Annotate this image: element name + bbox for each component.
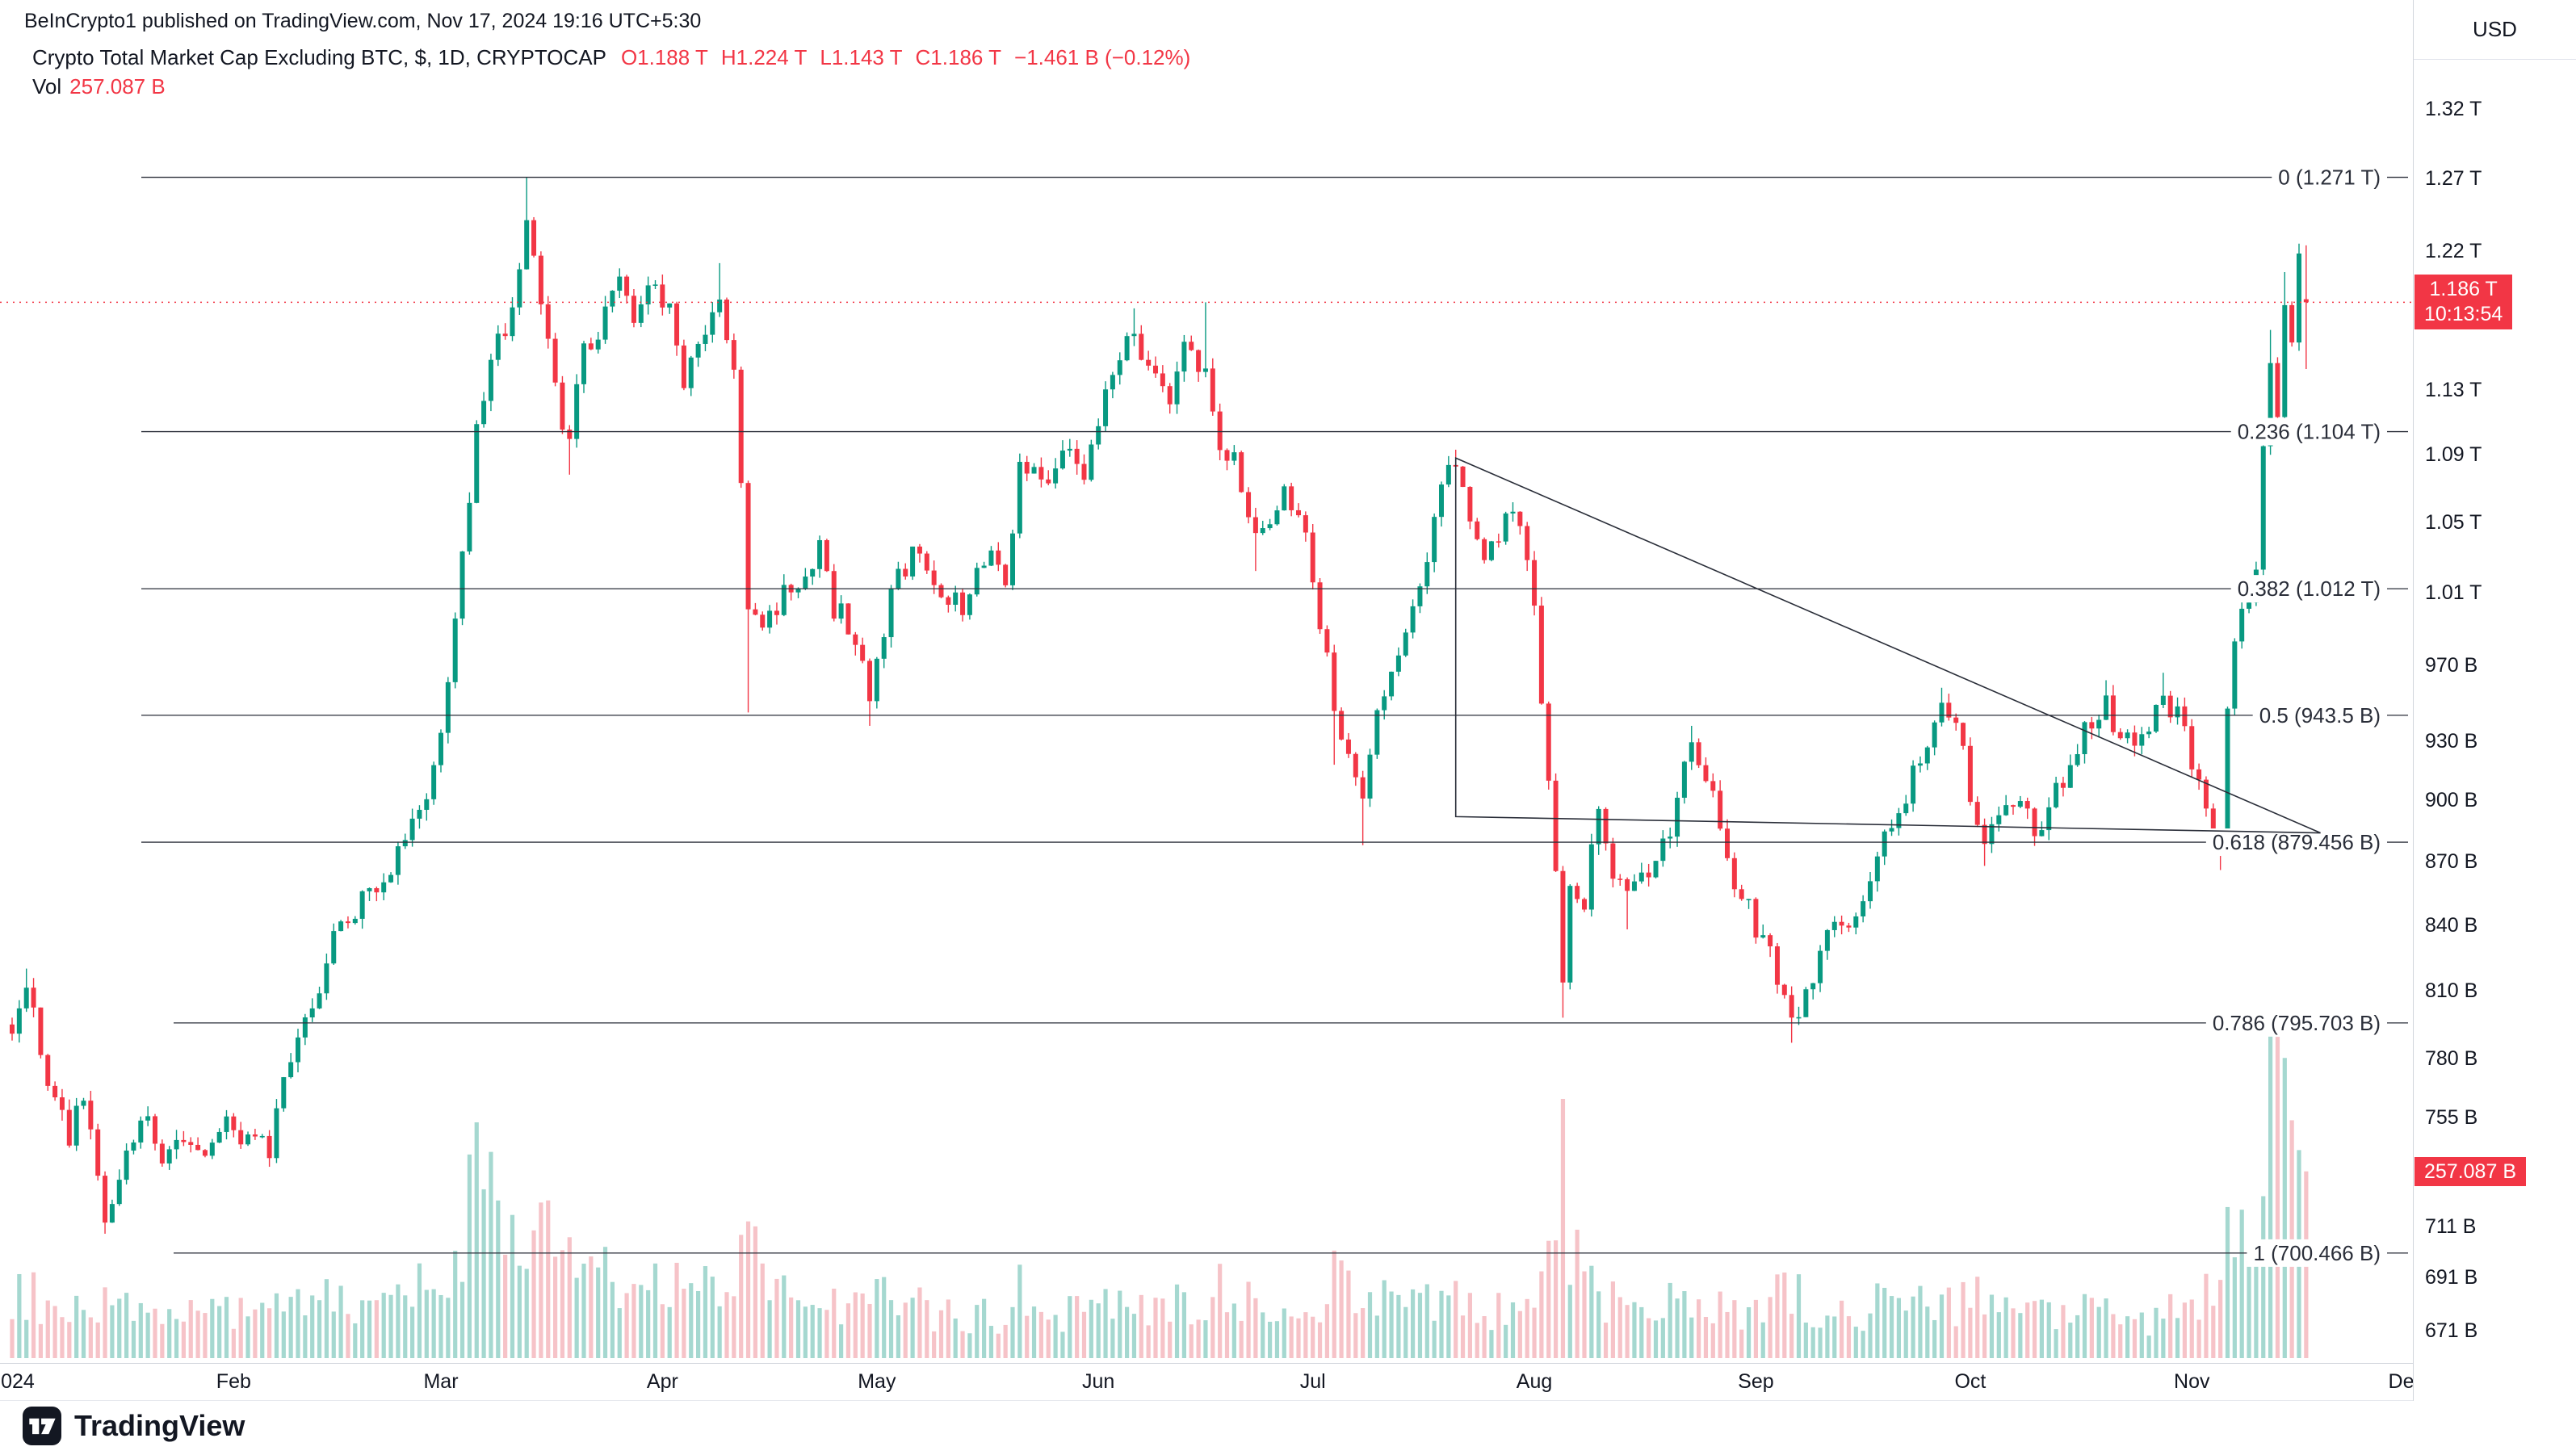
volume-series xyxy=(10,1032,2309,1358)
time-axis-label: May xyxy=(858,1370,896,1393)
attribution-text: BeInCrypto1 published on TradingView.com… xyxy=(24,10,702,32)
time-axis-label: Apr xyxy=(646,1370,678,1393)
fib-level-label: 0.786 (795.703 B) xyxy=(2213,1011,2381,1035)
ohlc-l: L1.143 T xyxy=(820,45,903,69)
footer-separator xyxy=(0,1400,2576,1401)
price-tick: 1.27 T xyxy=(2425,167,2482,191)
time-axis-label: Nov xyxy=(2174,1370,2210,1393)
price-tick: 1.32 T xyxy=(2425,98,2482,120)
time-axis-separator xyxy=(0,1363,2576,1364)
current-volume-badge: 257.087 B xyxy=(2414,1156,2526,1186)
price-tick: 810 B xyxy=(2425,979,2478,1003)
tradingview-branding[interactable]: TradingView xyxy=(23,1407,245,1445)
price-tick: 930 B xyxy=(2425,730,2478,753)
price-tick: 755 B xyxy=(2425,1106,2478,1130)
time-axis-label: Jul xyxy=(1299,1370,1326,1393)
tradingview-logo-icon xyxy=(23,1407,61,1445)
price-tick: 870 B xyxy=(2425,850,2478,874)
time-axis-label: 2024 xyxy=(0,1370,35,1393)
price-tick: 840 B xyxy=(2425,913,2478,937)
time-axis[interactable]: 2024FebMarAprMayJunJulAugSepOctNovDec xyxy=(0,1364,2424,1398)
candle-series xyxy=(10,177,2309,1234)
vol-label: Vol xyxy=(32,74,62,99)
fib-level-label: 0.618 (879.456 B) xyxy=(2213,830,2381,854)
price-tick: 711 B xyxy=(2425,1214,2477,1238)
tradingview-logo-text: TradingView xyxy=(74,1409,245,1442)
currency-toggle[interactable]: USD xyxy=(2414,0,2576,60)
price-tick: 1.01 T xyxy=(2425,581,2482,604)
price-tick: 671 B xyxy=(2425,1319,2478,1342)
current-price-value: 1.186 T xyxy=(2429,278,2498,301)
volume-legend: Vol 257.087 B xyxy=(32,74,166,99)
ohlc-values: O1.188 T H1.224 T L1.143 T C1.186 T −1.461 B… xyxy=(621,45,1203,70)
time-axis-label: Jun xyxy=(1082,1370,1115,1393)
fib-level-label: 1 (700.466 B) xyxy=(2253,1241,2381,1265)
time-axis-label: Mar xyxy=(423,1370,459,1393)
change-value: −1.461 B (−0.12%) xyxy=(1014,45,1191,69)
price-tick: 900 B xyxy=(2425,789,2478,812)
symbol-title[interactable]: Crypto Total Market Cap Excluding BTC, $… xyxy=(32,45,606,69)
ohlc-o: O1.188 T xyxy=(620,45,708,69)
price-tick: 970 B xyxy=(2425,653,2478,677)
fib-retracement[interactable]: 0 (1.271 T) 0.236 (1.104 T) 0.382 (1.012 T… xyxy=(141,163,2408,1267)
price-axis[interactable]: USD 1.32 T 1.27 T 1.22 T 1.13 T 1.09 T 1.05 T… xyxy=(2413,0,2576,1401)
price-tick: 1.09 T xyxy=(2425,443,2482,467)
chart-legend: Crypto Total Market Cap Excluding BTC, $… xyxy=(32,45,1203,70)
fib-level-label: 0.5 (943.5 B) xyxy=(2259,703,2381,728)
time-axis-label: Feb xyxy=(216,1370,251,1393)
time-axis-label: Sep xyxy=(1738,1370,1774,1393)
vol-value: 257.087 B xyxy=(69,74,166,99)
price-tick: 780 B xyxy=(2425,1047,2478,1071)
ohlc-c: C1.186 T xyxy=(915,45,1002,69)
fib-level-label: 0.236 (1.104 T) xyxy=(2238,420,2381,444)
time-axis-label: Aug xyxy=(1516,1370,1553,1393)
descending-triangle[interactable] xyxy=(1454,457,2321,834)
fib-level-label: 0.382 (1.012 T) xyxy=(2238,577,2381,601)
time-axis-label: Oct xyxy=(1954,1370,1987,1393)
fib-level-label: 0 (1.271 T) xyxy=(2278,166,2381,190)
price-tick: 1.22 T xyxy=(2425,240,2482,263)
price-tick: 1.13 T xyxy=(2425,378,2482,401)
current-price-badge: 1.186 T 10:13:54 xyxy=(2414,275,2513,330)
price-tick: 1.05 T xyxy=(2425,510,2482,534)
price-tick: 691 B xyxy=(2425,1266,2478,1289)
countdown-timer: 10:13:54 xyxy=(2424,303,2503,326)
ohlc-h: H1.224 T xyxy=(720,45,808,69)
